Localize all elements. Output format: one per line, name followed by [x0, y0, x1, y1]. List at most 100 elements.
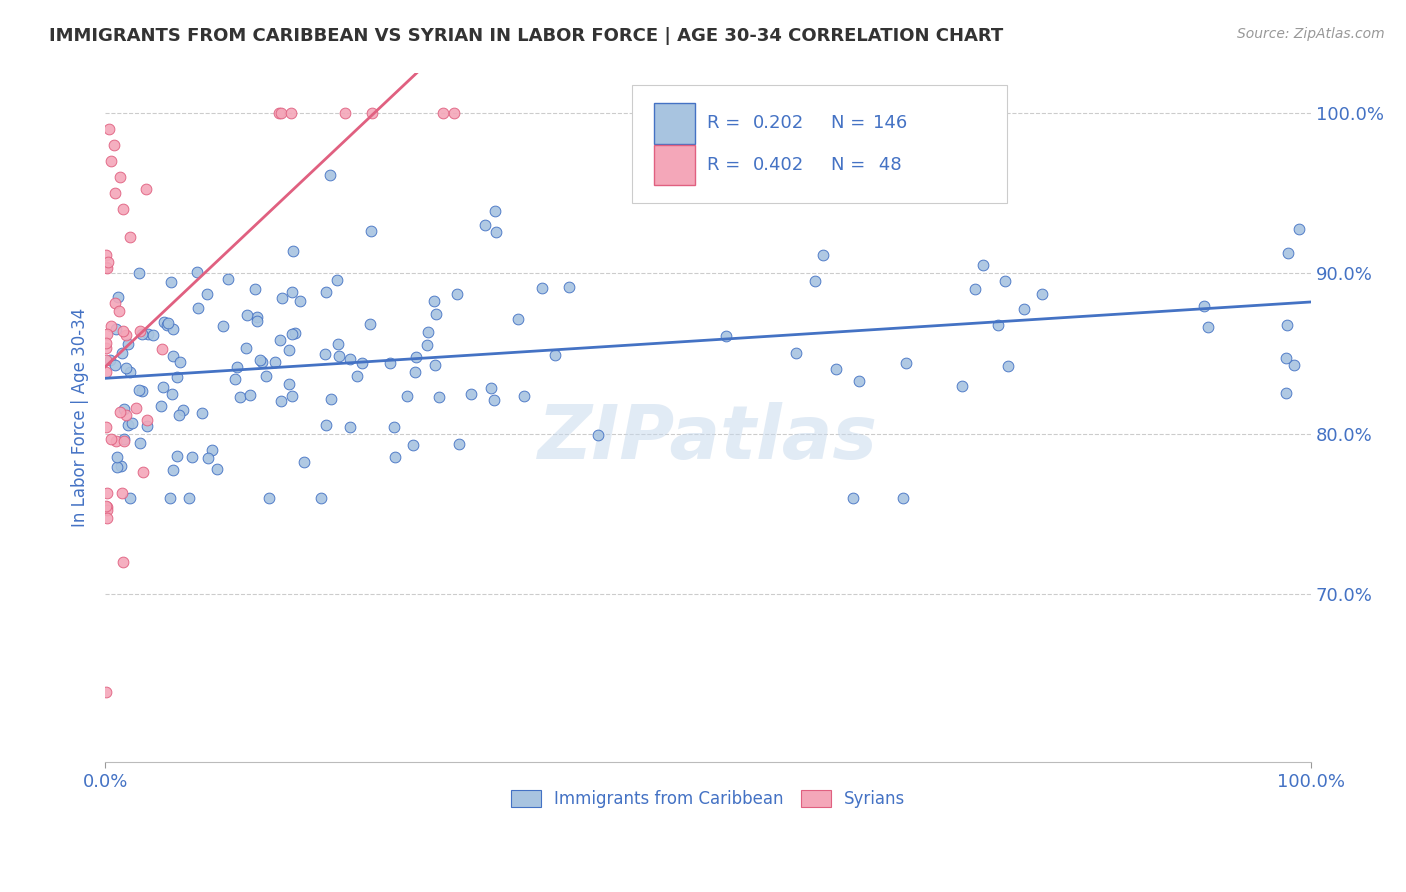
- Point: [128, 383, 150, 397]
- Point: [714, 329, 737, 343]
- Point: [446, 286, 468, 301]
- Point: [432, 106, 454, 120]
- Point: [136, 413, 159, 427]
- Point: [179, 491, 201, 505]
- Point: [96, 499, 118, 513]
- Point: [96, 261, 118, 276]
- Point: [254, 368, 277, 383]
- Point: [149, 399, 172, 413]
- Point: [987, 318, 1010, 332]
- Point: [100, 319, 122, 334]
- Point: [425, 358, 447, 372]
- Point: [169, 355, 191, 369]
- Point: [359, 318, 381, 332]
- Point: [326, 273, 349, 287]
- Point: [264, 355, 287, 369]
- Point: [117, 417, 139, 432]
- Point: [160, 387, 183, 401]
- Point: [1282, 358, 1305, 372]
- Point: [157, 316, 180, 330]
- Point: [280, 106, 302, 120]
- Point: [281, 285, 304, 300]
- Point: [484, 203, 506, 218]
- Point: [380, 356, 402, 370]
- Point: [1014, 302, 1036, 317]
- Point: [281, 389, 304, 403]
- Point: [443, 106, 465, 120]
- Point: [418, 325, 440, 339]
- Point: [326, 337, 349, 351]
- Text: N =: N =: [831, 114, 866, 132]
- Point: [281, 326, 304, 341]
- Point: [160, 276, 183, 290]
- Point: [482, 392, 505, 407]
- Point: [875, 188, 897, 202]
- Point: [104, 434, 127, 448]
- Point: [360, 106, 382, 120]
- Point: [96, 335, 118, 350]
- Point: [112, 434, 135, 448]
- Point: [112, 202, 135, 217]
- Point: [120, 229, 142, 244]
- Text: N =: N =: [831, 156, 866, 174]
- Y-axis label: In Labor Force | Age 30-34: In Labor Force | Age 30-34: [72, 308, 89, 527]
- Point: [100, 432, 122, 446]
- Point: [150, 342, 173, 356]
- Point: [270, 106, 292, 120]
- Point: [105, 450, 128, 465]
- Text: 146: 146: [873, 114, 908, 132]
- Point: [804, 274, 827, 288]
- Point: [283, 244, 305, 258]
- Point: [416, 338, 439, 352]
- Point: [284, 326, 307, 340]
- Point: [243, 282, 266, 296]
- Point: [225, 359, 247, 374]
- Text: R =: R =: [707, 114, 740, 132]
- Point: [100, 154, 122, 169]
- Point: [201, 442, 224, 457]
- Point: [1274, 386, 1296, 401]
- Point: [97, 122, 120, 136]
- Point: [460, 386, 482, 401]
- Point: [186, 264, 208, 278]
- Point: [112, 401, 135, 416]
- Point: [96, 486, 118, 500]
- Text: Source: ZipAtlas.com: Source: ZipAtlas.com: [1237, 27, 1385, 41]
- Point: [103, 359, 125, 373]
- Point: [841, 491, 863, 505]
- Point: [384, 450, 406, 464]
- Point: [479, 381, 502, 395]
- Point: [319, 392, 342, 406]
- Point: [205, 462, 228, 476]
- Point: [309, 491, 332, 505]
- Point: [110, 405, 132, 419]
- Point: [235, 341, 257, 355]
- Point: [104, 186, 127, 201]
- Text: IMMIGRANTS FROM CARIBBEAN VS SYRIAN IN LABOR FORCE | AGE 30-34 CORRELATION CHART: IMMIGRANTS FROM CARIBBEAN VS SYRIAN IN L…: [49, 27, 1004, 45]
- Point: [96, 326, 118, 341]
- Point: [558, 280, 581, 294]
- Point: [270, 291, 292, 305]
- Point: [246, 310, 269, 324]
- Point: [891, 491, 914, 505]
- Point: [360, 224, 382, 238]
- Point: [396, 389, 419, 403]
- Point: [128, 266, 150, 280]
- Point: [318, 168, 340, 182]
- Point: [96, 341, 118, 355]
- Point: [135, 182, 157, 196]
- Point: [239, 388, 262, 402]
- Point: [96, 419, 118, 434]
- Point: [270, 394, 292, 409]
- Point: [96, 352, 118, 367]
- Point: [328, 349, 350, 363]
- Point: [339, 352, 361, 367]
- Point: [972, 258, 994, 272]
- Point: [894, 356, 917, 370]
- Point: [346, 369, 368, 384]
- Point: [131, 384, 153, 398]
- Point: [842, 171, 865, 186]
- Point: [166, 370, 188, 384]
- Point: [125, 401, 148, 415]
- Point: [110, 346, 132, 360]
